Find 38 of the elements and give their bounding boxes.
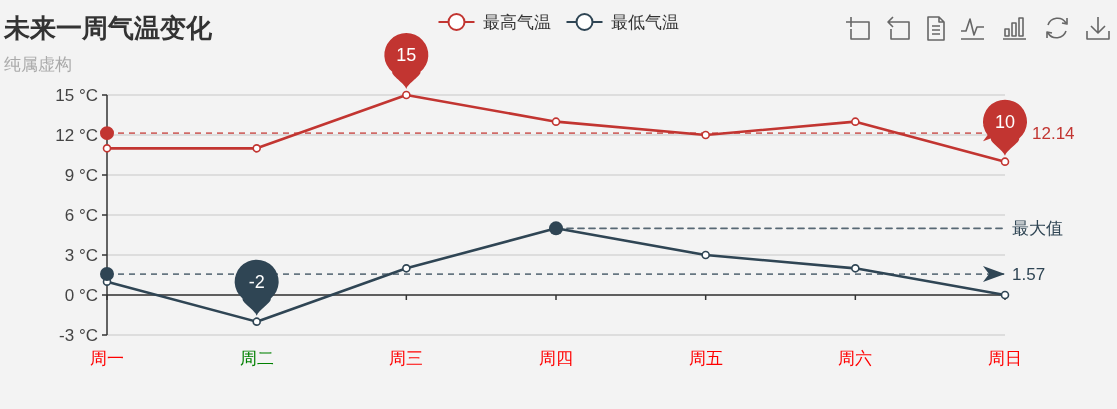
point — [102, 144, 112, 153]
point — [1000, 157, 1010, 166]
x-tick-label: 周一 — [90, 349, 124, 368]
point — [551, 117, 561, 126]
annotation: -2 — [248, 271, 265, 292]
legend-label: 最高气温 — [482, 12, 551, 32]
legend-label: 最低气温 — [610, 12, 679, 32]
pin: 10 — [983, 99, 1027, 156]
ref-line-label: 1.57 — [1012, 265, 1046, 285]
point — [851, 117, 860, 126]
point — [701, 250, 710, 260]
point — [851, 264, 860, 273]
x-tick-label: 周四 — [539, 349, 573, 368]
y-tick-label: 0 °C — [64, 285, 98, 305]
point — [252, 317, 261, 326]
annotation: 10 — [994, 111, 1016, 132]
y-tick-label: 6 °C — [64, 205, 98, 225]
x-tick-label: 周三 — [389, 349, 424, 368]
x-tick-label: 周六 — [838, 349, 873, 368]
x-tick-label: 周日 — [988, 349, 1022, 368]
point — [402, 90, 411, 100]
x-tick-label: 周五 — [688, 349, 723, 368]
point — [402, 264, 411, 273]
chart-subtitle: 纯属虚构 — [4, 55, 72, 74]
x-tick-label: 周二 — [239, 349, 274, 368]
y-tick-label: 9 °C — [64, 165, 98, 185]
y-tick-label: 3 °C — [64, 245, 98, 265]
point — [701, 130, 710, 140]
y-tick-label: 12 °C — [55, 125, 98, 145]
ref-line-label: 12.14 — [1032, 124, 1075, 144]
y-tick-label: -3 °C — [59, 325, 98, 345]
series-label: 最大值 — [1012, 219, 1063, 239]
annotation: 15 — [396, 45, 417, 66]
point — [252, 144, 261, 153]
y-tick-label: 15 °C — [55, 85, 98, 105]
chart-title: 未来一周气温变化 — [3, 13, 213, 43]
pin: 15 — [384, 33, 429, 89]
pin: -2 — [234, 259, 279, 316]
